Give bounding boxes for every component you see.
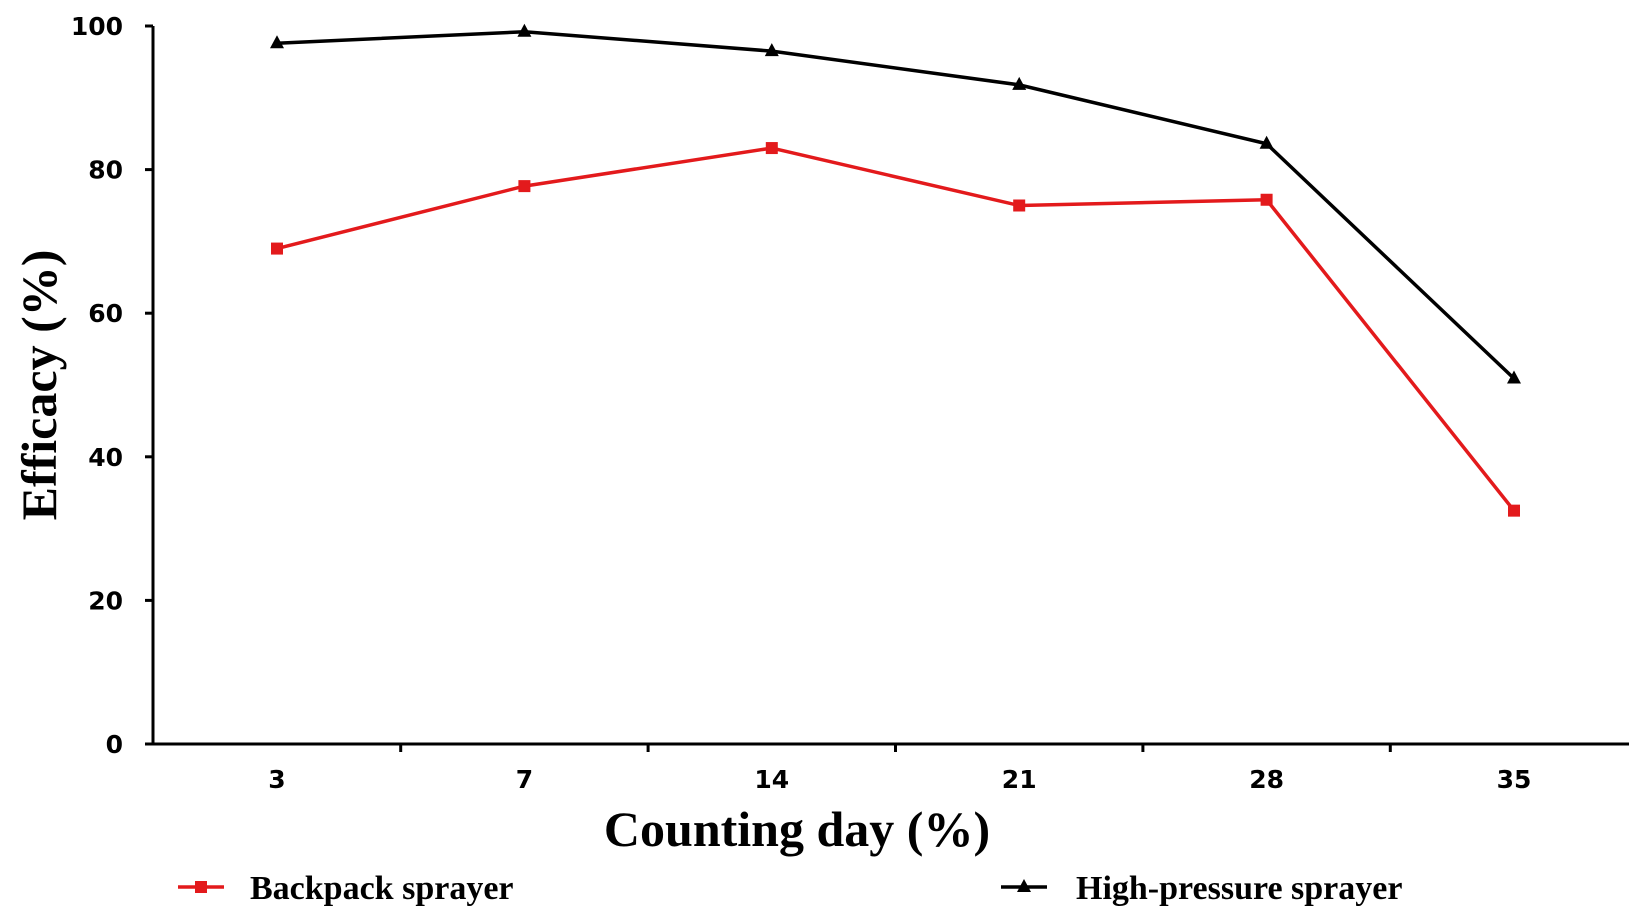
- axes: [151, 26, 1629, 746]
- data-point-marker: [1508, 504, 1520, 517]
- data-point-marker: [1013, 199, 1026, 212]
- x-tick-label: 3: [268, 765, 285, 794]
- series-line: [276, 146, 1516, 512]
- x-tick-label: 35: [1497, 765, 1532, 794]
- x-tick-label: 7: [516, 765, 533, 794]
- legend-label: High-pressure sprayer: [1076, 870, 1402, 907]
- legend-marker: [195, 881, 207, 893]
- y-tick-label: 0: [106, 730, 123, 759]
- y-tick-label: 80: [88, 156, 123, 185]
- data-point-marker: [518, 180, 531, 193]
- legend-item: High-pressure sprayer: [1001, 870, 1402, 907]
- ticks: 0 20 40 60 80 100 3 7 14 21 28 35: [71, 12, 1532, 794]
- data-point-marker: [764, 43, 779, 57]
- y-tick-label: 100: [71, 12, 123, 41]
- y-tick-label: 60: [88, 299, 123, 328]
- x-tick-label: 28: [1249, 765, 1284, 794]
- x-axis-title: Counting day (%): [604, 801, 990, 857]
- y-tick-label: 20: [88, 586, 123, 615]
- legend-item: Backpack sprayer: [178, 870, 514, 907]
- series-high-pressure-sprayer: [270, 23, 1521, 384]
- series-lines: [270, 23, 1521, 517]
- data-point-marker: [1259, 135, 1274, 149]
- x-tick-label: 21: [1002, 765, 1037, 794]
- data-point-marker: [1260, 193, 1273, 206]
- data-point-marker: [1012, 76, 1027, 90]
- y-axis-title: Efficacy (%): [11, 250, 67, 521]
- data-point-marker: [1507, 370, 1521, 384]
- legend: Backpack sprayer High-pressure sprayer: [178, 870, 1402, 907]
- x-tick-label: 14: [754, 765, 789, 794]
- y-tick-label: 40: [88, 443, 123, 472]
- legend-marker: [1017, 879, 1031, 892]
- series-backpack-sprayer: [271, 142, 1520, 517]
- series-line: [276, 29, 1516, 380]
- data-point-marker: [271, 242, 283, 255]
- data-point-marker: [270, 35, 284, 49]
- data-point-marker: [517, 23, 532, 37]
- data-point-marker: [765, 142, 778, 155]
- legend-label: Backpack sprayer: [250, 870, 514, 907]
